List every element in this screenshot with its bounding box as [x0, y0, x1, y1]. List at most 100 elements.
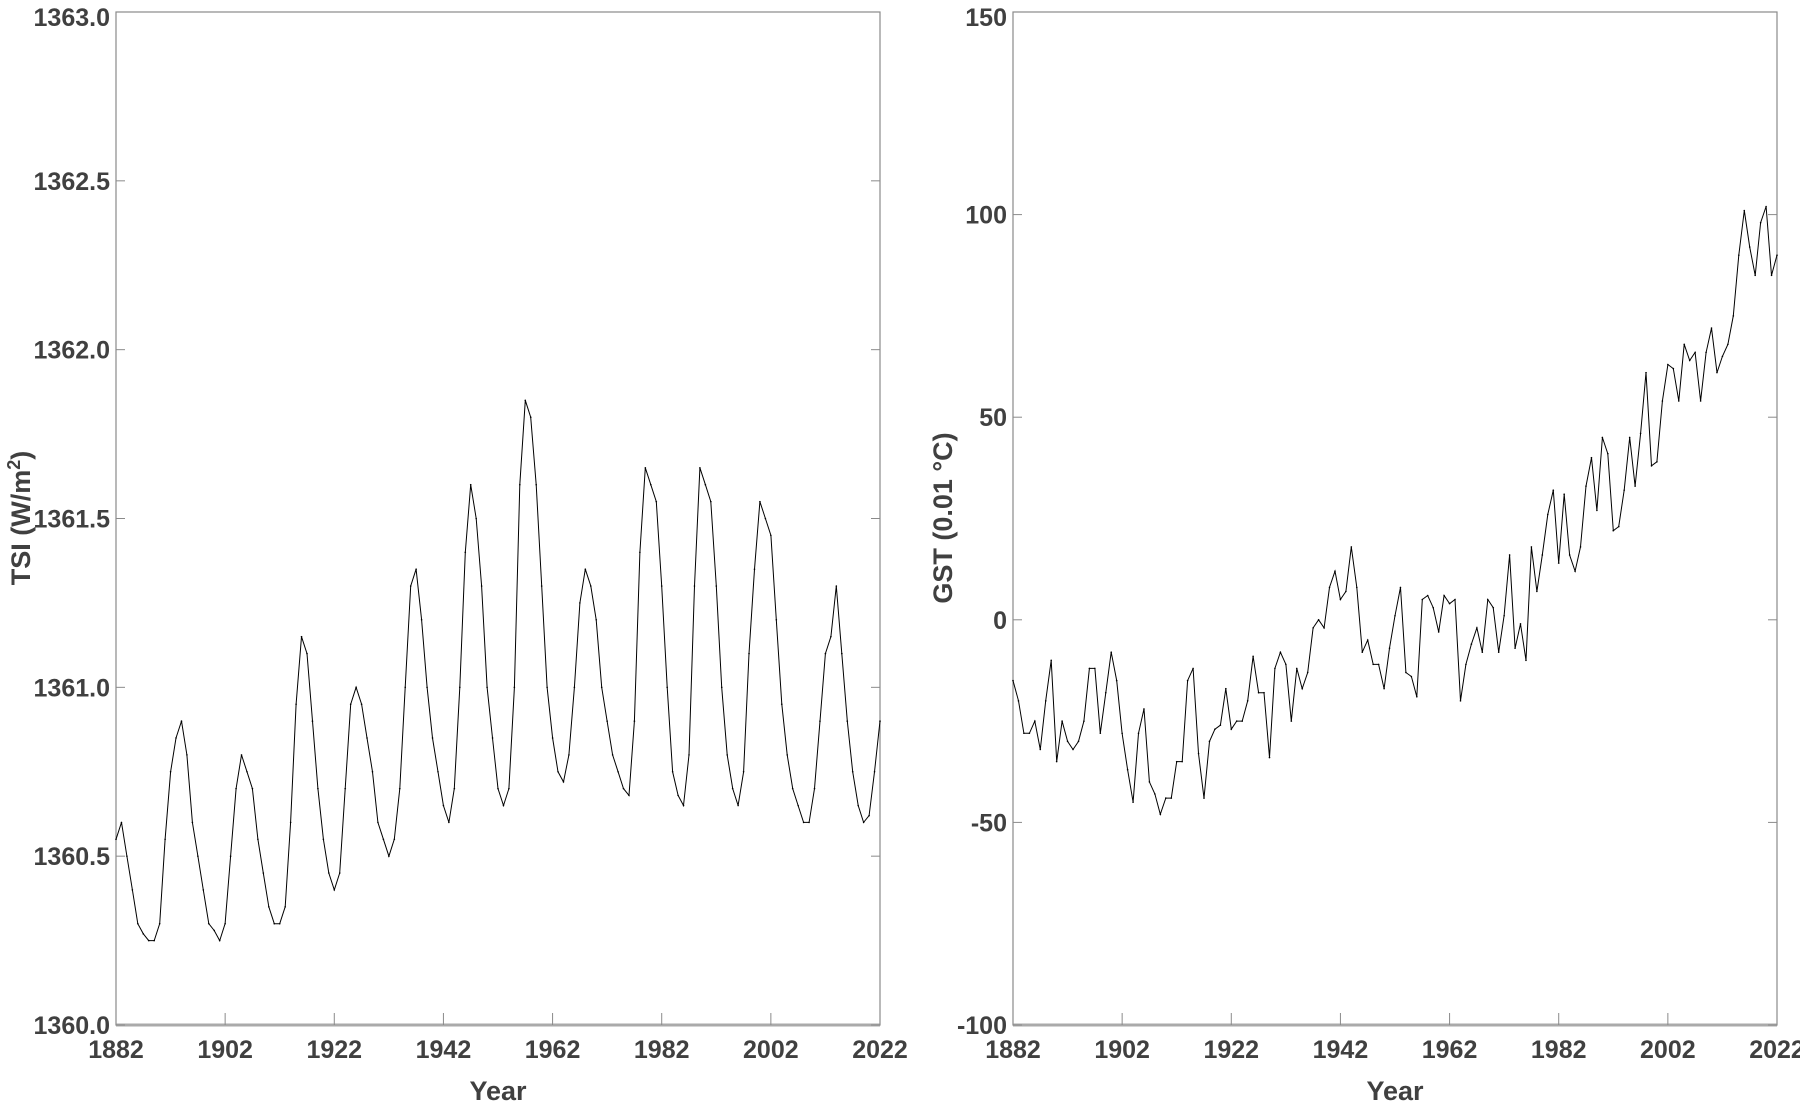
- tsi-data-point: [371, 770, 374, 773]
- tsi-data-point: [278, 922, 281, 925]
- tsi-y-tick-label: 1361.5: [34, 506, 111, 534]
- tsi-data-point: [671, 770, 674, 773]
- gst-data-point: [1066, 740, 1069, 743]
- tsi-x-tick-label: 1882: [88, 1036, 144, 1064]
- tsi-data-point: [802, 821, 805, 824]
- gst-data-point: [1552, 489, 1555, 491]
- tsi-data-point: [748, 652, 750, 655]
- gst-data-point: [1699, 400, 1702, 402]
- tsi-x-tick-label: 1982: [634, 1036, 690, 1064]
- gst-data-point: [1257, 691, 1260, 694]
- tsi-data-point: [388, 855, 390, 857]
- tsi-data-point: [431, 737, 434, 739]
- tsi-data-point: [224, 922, 226, 925]
- gst-x-tick-label: 2002: [1640, 1036, 1696, 1064]
- gst-data-point: [1568, 554, 1571, 556]
- tsi-x-tick-label: 2022: [852, 1036, 908, 1064]
- gst-data-point: [1170, 797, 1173, 799]
- tsi-data-point: [759, 500, 761, 503]
- tsi-data-point: [715, 585, 718, 587]
- tsi-data-point: [164, 838, 166, 841]
- gst-data-point: [1525, 659, 1527, 662]
- gst-data-point: [1263, 691, 1265, 694]
- tsi-x-tick-label: 1962: [525, 1036, 581, 1064]
- tsi-data-point: [197, 855, 199, 857]
- tsi-data-point: [540, 585, 543, 587]
- tsi-data-point: [764, 517, 767, 520]
- tsi-data-point: [409, 585, 412, 587]
- tsi-data-point: [830, 635, 832, 638]
- tsi-data-point: [797, 804, 799, 807]
- gst-data-point: [1705, 351, 1707, 354]
- gst-data-point: [1017, 700, 1020, 702]
- gst-y-tick-label: 0: [993, 607, 1007, 635]
- tsi-data-point: [835, 585, 838, 587]
- tsi-data-point: [300, 635, 303, 638]
- tsi-data-point: [524, 399, 527, 402]
- tsi-data-point: [475, 517, 477, 520]
- gst-data-point: [1443, 594, 1445, 597]
- tsi-data-point: [808, 821, 810, 824]
- tsi-data-point: [688, 754, 690, 756]
- gst-data-point: [1459, 700, 1462, 702]
- tsi-data-point: [650, 483, 652, 486]
- tsi-x-tick-label: 2002: [743, 1036, 799, 1064]
- gst-data-point: [1186, 679, 1189, 682]
- gst-data-point: [1585, 485, 1587, 487]
- gst-data-point: [1454, 598, 1456, 601]
- tsi-data-point: [666, 686, 668, 689]
- gst-x-tick-label: 1942: [1313, 1036, 1369, 1064]
- tsi-data-point: [568, 754, 570, 756]
- gst-data-point: [1050, 659, 1052, 662]
- tsi-data-point: [317, 787, 319, 790]
- gst-data-point: [1645, 371, 1647, 374]
- gst-data-point: [1394, 614, 1396, 617]
- gst-data-point: [1126, 768, 1129, 771]
- gst-data-point: [1476, 627, 1478, 629]
- tsi-data-point: [775, 619, 778, 621]
- tsi-data-point: [704, 483, 707, 486]
- tsi-data-point: [780, 703, 783, 706]
- tsi-y-tick-label: 1362.0: [34, 337, 110, 365]
- gst-data-point: [1099, 732, 1102, 735]
- gst-data-point: [1306, 671, 1309, 674]
- gst-data-point: [1721, 355, 1724, 358]
- tsi-data-point: [126, 855, 128, 857]
- tsi-data-point: [726, 754, 728, 756]
- gst-data-point: [1727, 343, 1729, 346]
- gst-data-point: [1044, 700, 1047, 702]
- tsi-data-point: [617, 770, 619, 773]
- tsi-data-point: [841, 652, 843, 655]
- gst-data-point: [1012, 679, 1014, 682]
- gst-data-point: [1268, 756, 1271, 759]
- gst-data-point: [1399, 586, 1402, 589]
- tsi-data-point: [344, 787, 347, 790]
- tsi-data-point: [213, 929, 216, 932]
- tsi-data-point: [677, 794, 679, 797]
- tsi-data-point: [202, 889, 205, 891]
- tsi-data-point: [682, 804, 685, 807]
- gst-data-point: [1519, 623, 1522, 625]
- tsi-data-point: [338, 872, 341, 874]
- tsi-data-point: [251, 787, 254, 790]
- tsi-data-point: [742, 770, 745, 773]
- tsi-data-point: [873, 770, 876, 773]
- tsi-x-tick-label: 1942: [416, 1036, 472, 1064]
- tsi-x-axis-label: Year: [469, 1076, 527, 1106]
- gst-y-tick-label: 50: [979, 404, 1007, 432]
- tsi-data-point: [737, 804, 739, 807]
- gst-data-point: [1656, 460, 1658, 463]
- tsi-data-point: [398, 787, 401, 790]
- gst-data-point: [1356, 586, 1358, 589]
- gst-data-point: [1634, 485, 1636, 487]
- gst-x-tick-label: 1922: [1203, 1036, 1259, 1064]
- gst-data-point: [1175, 760, 1178, 763]
- gst-data-point: [1039, 748, 1042, 751]
- tsi-data-point: [819, 720, 821, 722]
- tsi-data-point: [862, 821, 865, 824]
- tsi-data-point: [660, 585, 663, 587]
- gst-data-point: [1612, 529, 1615, 532]
- gst-y-axis-label: GST (0.01 °C): [928, 432, 958, 603]
- tsi-data-point: [306, 652, 308, 655]
- tsi-data-point: [579, 602, 581, 604]
